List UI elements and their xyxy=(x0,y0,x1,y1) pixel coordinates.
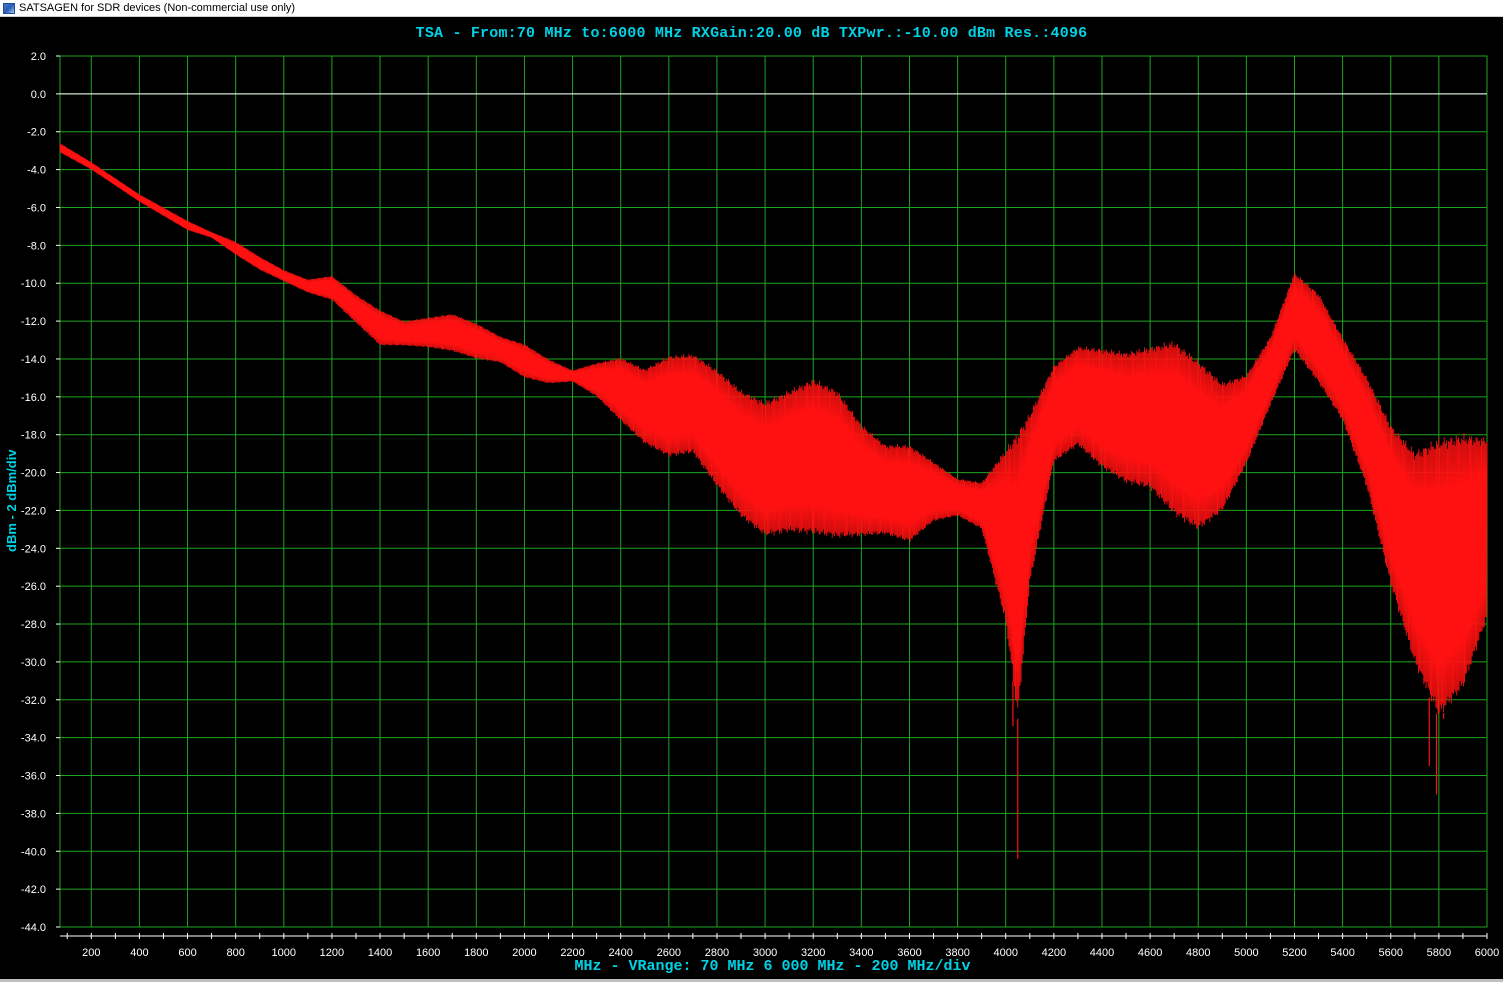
y-tick-label: -22.0 xyxy=(21,505,46,517)
window-bottom-border xyxy=(0,979,1503,982)
x-tick-label: 2600 xyxy=(657,947,681,959)
x-tick-label: 5400 xyxy=(1330,947,1354,959)
spectrum-trace xyxy=(59,143,1488,714)
x-tick-label: 1000 xyxy=(272,947,296,959)
x-tick-label: 1600 xyxy=(416,947,440,959)
y-tick-label: 2.0 xyxy=(31,51,46,63)
x-tick-label: 5800 xyxy=(1427,947,1451,959)
y-tick-label: -8.0 xyxy=(27,240,46,252)
x-axis-label: MHz - VRange: 70 MHz 6 000 MHz - 200 MHz… xyxy=(574,958,971,975)
x-tick-label: 800 xyxy=(226,947,244,959)
y-tick-label: -18.0 xyxy=(21,430,46,442)
y-axis-label: dBm - 2 dBm/div xyxy=(4,449,19,552)
x-tick-label: 2200 xyxy=(560,947,584,959)
y-tick-label: -10.0 xyxy=(21,278,46,290)
y-tick-label: -4.0 xyxy=(27,165,46,177)
y-tick-label: -2.0 xyxy=(27,127,46,139)
y-tick-label: -40.0 xyxy=(21,846,46,858)
x-tick-label: 2400 xyxy=(608,947,632,959)
x-tick-label: 600 xyxy=(178,947,196,959)
y-tick-label: -44.0 xyxy=(21,922,46,934)
y-tick-label: -12.0 xyxy=(21,316,46,328)
y-tick-label: -20.0 xyxy=(21,468,46,480)
y-tick-label: -28.0 xyxy=(21,619,46,631)
y-tick-label: -32.0 xyxy=(21,695,46,707)
y-tick-label: -42.0 xyxy=(21,884,46,896)
y-tick-label: -24.0 xyxy=(21,543,46,555)
app-icon xyxy=(3,2,15,14)
y-tick-label: -14.0 xyxy=(21,354,46,366)
y-tick-label: -38.0 xyxy=(21,808,46,820)
chart-title: TSA - From:70 MHz to:6000 MHz RXGain:20.… xyxy=(415,25,1088,42)
y-tick-label: -36.0 xyxy=(21,771,46,783)
y-tick-label: -34.0 xyxy=(21,733,46,745)
x-tick-label: 6000 xyxy=(1475,947,1499,959)
x-tick-label: 5600 xyxy=(1379,947,1403,959)
window-titlebar: SATSAGEN for SDR devices (Non-commercial… xyxy=(0,0,1503,17)
x-tick-label: 3800 xyxy=(945,947,969,959)
x-tick-label: 4800 xyxy=(1186,947,1210,959)
x-tick-label: 2800 xyxy=(705,947,729,959)
x-tick-label: 3000 xyxy=(753,947,777,959)
x-tick-label: 1200 xyxy=(320,947,344,959)
x-tick-label: 2000 xyxy=(512,947,536,959)
window-title: SATSAGEN for SDR devices (Non-commercial… xyxy=(19,2,296,14)
y-tick-label: -16.0 xyxy=(21,392,46,404)
x-tick-label: 4000 xyxy=(993,947,1017,959)
y-tick-label: 0.0 xyxy=(31,89,46,101)
x-tick-label: 200 xyxy=(82,947,100,959)
x-tick-label: 1400 xyxy=(368,947,392,959)
x-tick-label: 4200 xyxy=(1042,947,1066,959)
y-tick-label: -6.0 xyxy=(27,202,46,214)
x-tick-label: 5200 xyxy=(1282,947,1306,959)
x-tick-label: 400 xyxy=(130,947,148,959)
x-tick-label: 4400 xyxy=(1090,947,1114,959)
x-tick-label: 3600 xyxy=(897,947,921,959)
x-tick-label: 4600 xyxy=(1138,947,1162,959)
y-tick-label: -26.0 xyxy=(21,581,46,593)
x-tick-label: 3400 xyxy=(849,947,873,959)
x-tick-label: 3200 xyxy=(801,947,825,959)
y-tick-label: -30.0 xyxy=(21,657,46,669)
x-tick-label: 5000 xyxy=(1234,947,1258,959)
x-tick-label: 1800 xyxy=(464,947,488,959)
